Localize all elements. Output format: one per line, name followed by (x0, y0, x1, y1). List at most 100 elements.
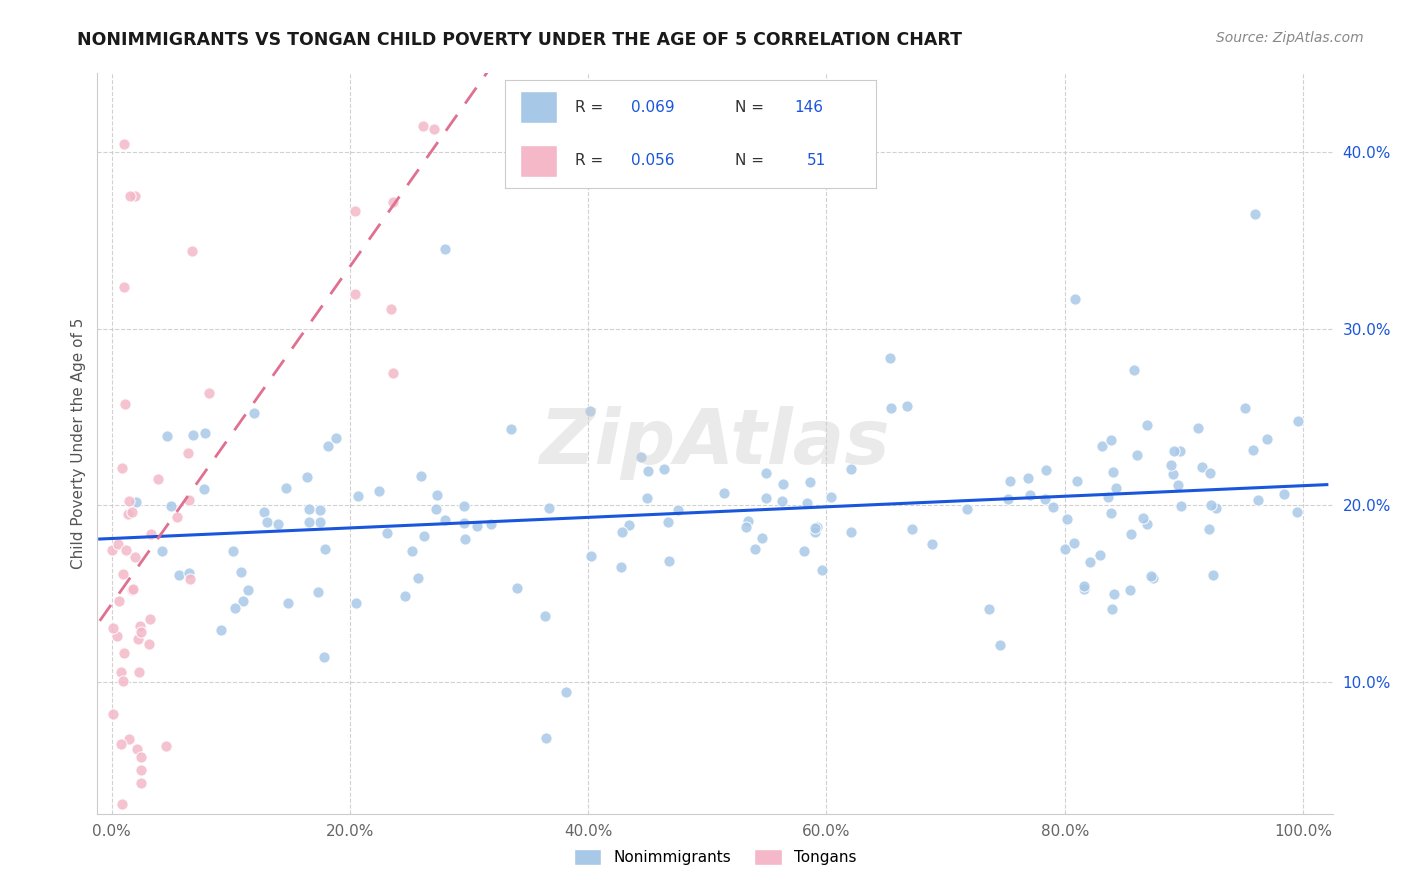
Point (630, 450, 652, 464)
Point (209, 624, 232, 638)
Point (343, 203, 366, 218)
Point (108, 594, 131, 608)
Point (129, 764, 152, 778)
Point (479, 516, 502, 531)
Point (347, 489, 370, 503)
Point (177, 446, 200, 460)
Point (1142, 571, 1164, 585)
Point (988, 638, 1011, 652)
Point (224, 601, 246, 615)
Point (1136, 418, 1159, 433)
Point (1256, 433, 1278, 447)
Point (839, 524, 862, 539)
Point (1285, 505, 1308, 519)
Point (1140, 568, 1163, 582)
Point (1102, 465, 1125, 479)
Point (101, 706, 124, 721)
Point (652, 462, 675, 476)
Point (256, 516, 278, 530)
Point (1017, 471, 1039, 485)
Point (274, 481, 297, 495)
Point (921, 537, 943, 551)
Point (506, 581, 529, 595)
Text: Source: ZipAtlas.com: Source: ZipAtlas.com (1216, 31, 1364, 45)
Point (1201, 567, 1223, 582)
Point (124, 189, 146, 203)
Point (101, 543, 124, 558)
Point (1119, 583, 1142, 598)
Point (380, 301, 402, 316)
Point (139, 612, 162, 626)
Point (737, 514, 759, 528)
Point (1161, 467, 1184, 481)
Point (465, 519, 488, 533)
Point (253, 505, 276, 519)
Point (658, 553, 681, 567)
Point (1170, 499, 1192, 513)
Point (1168, 443, 1191, 458)
Point (1272, 487, 1295, 501)
Point (1167, 478, 1189, 492)
Point (325, 431, 347, 445)
Point (799, 475, 821, 490)
Point (610, 524, 633, 539)
Point (901, 522, 924, 536)
Point (110, 737, 132, 751)
Point (121, 505, 143, 519)
Point (1286, 414, 1309, 428)
Point (111, 461, 134, 475)
Point (1097, 490, 1119, 504)
Point (578, 404, 600, 418)
Point (657, 515, 679, 529)
Point (112, 136, 135, 151)
Point (307, 584, 329, 599)
Point (375, 526, 398, 541)
Point (1090, 548, 1112, 562)
Point (150, 544, 173, 558)
Point (112, 280, 135, 294)
Point (997, 491, 1019, 506)
Point (401, 544, 423, 558)
Point (1105, 481, 1128, 495)
Point (499, 422, 522, 436)
Point (1191, 460, 1213, 475)
Point (394, 589, 416, 603)
Y-axis label: Child Poverty Under the Age of 5: Child Poverty Under the Age of 5 (72, 318, 86, 569)
Point (896, 400, 918, 414)
Point (118, 732, 141, 747)
Point (1063, 536, 1085, 550)
Point (155, 429, 177, 443)
Point (1091, 439, 1114, 453)
Point (537, 500, 560, 515)
Point (1101, 602, 1123, 616)
Point (636, 491, 658, 505)
Point (308, 516, 330, 530)
Point (112, 647, 135, 661)
Point (433, 513, 456, 527)
Point (979, 601, 1001, 615)
Point (1160, 458, 1182, 473)
Point (1199, 498, 1222, 512)
Point (114, 542, 136, 557)
Point (128, 665, 150, 679)
Point (128, 619, 150, 633)
Point (117, 508, 139, 522)
Point (1078, 555, 1101, 569)
Point (277, 596, 299, 610)
Point (820, 490, 842, 504)
Point (343, 287, 366, 301)
Point (419, 57, 441, 71)
Point (118, 189, 141, 203)
Point (177, 493, 200, 508)
Point (114, 397, 136, 411)
Point (434, 243, 457, 257)
Point (793, 543, 815, 558)
Point (122, 582, 145, 596)
Point (555, 684, 578, 698)
Point (1119, 527, 1142, 541)
Text: NONIMMIGRANTS VS TONGAN CHILD POVERTY UNDER THE AGE OF 5 CORRELATION CHART: NONIMMIGRANTS VS TONGAN CHILD POVERTY UN… (77, 31, 962, 49)
Point (425, 502, 447, 516)
Point (167, 568, 190, 582)
Point (610, 560, 633, 574)
Point (382, 366, 405, 380)
